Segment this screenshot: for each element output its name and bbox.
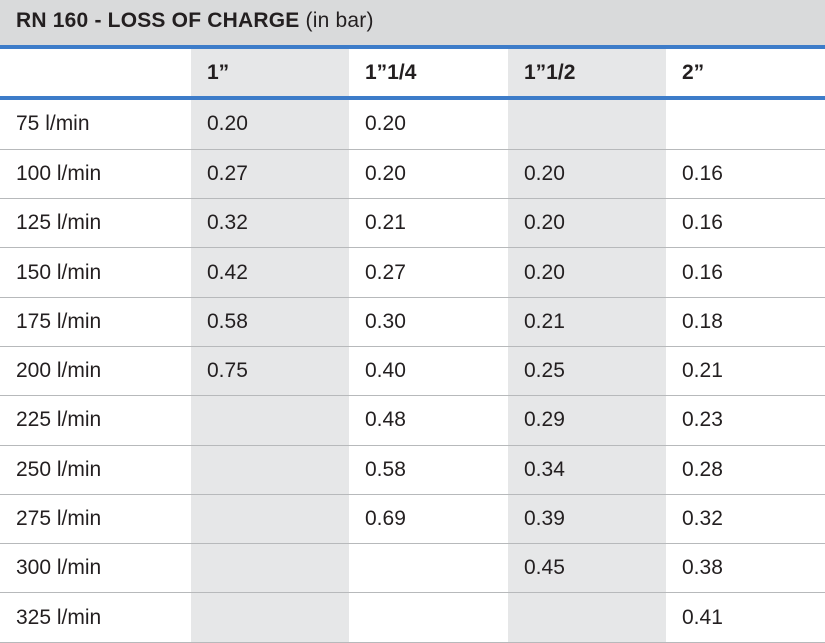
- table-cell-2in: 0.41: [666, 592, 825, 643]
- table-cell-1-1-4in: 0.69: [349, 494, 508, 545]
- table-cell-2in: 0.21: [666, 346, 825, 397]
- table-cell-2in: 0.32: [666, 494, 825, 545]
- table-cell-flow: 225 l/min: [0, 395, 191, 446]
- header-cell-1-1-2in: 1”1/2: [524, 60, 576, 84]
- table-cell-1in: [191, 445, 349, 495]
- table-row: 200 l/min 0.75 0.40 0.25 0.21: [0, 346, 825, 397]
- table-header: 1” 1”1/4 1”1/2 2”: [0, 49, 825, 100]
- table-title-unit: (in bar): [299, 9, 374, 32]
- table-row: 300 l/min 0.45 0.38: [0, 543, 825, 594]
- table-cell-1-1-2in: [508, 592, 666, 643]
- table-cell-2in: 0.28: [666, 445, 825, 495]
- table-cell-1-1-2in: 0.25: [508, 346, 666, 397]
- table-cell-1in: 0.75: [191, 346, 349, 397]
- table-cell-1in: 0.58: [191, 297, 349, 347]
- table-row: 275 l/min 0.69 0.39 0.32: [0, 494, 825, 545]
- header-cell-2in: 2”: [682, 60, 705, 84]
- table-cell-flow: 250 l/min: [0, 445, 191, 495]
- table-cell-2in: 0.16: [666, 247, 825, 298]
- table-title-main: RN 160 - LOSS OF CHARGE: [16, 9, 300, 32]
- table-title-bar: RN 160 - LOSS OF CHARGE (in bar): [0, 0, 825, 45]
- table-cell-1-1-2in: 0.21: [508, 297, 666, 347]
- table-cell-1-1-4in: 0.40: [349, 346, 508, 397]
- header-divider-rule: [0, 96, 825, 100]
- table-cell-2in: [666, 100, 825, 150]
- table-cell-flow: 200 l/min: [0, 346, 191, 397]
- table-cell-1-1-4in: 0.58: [349, 445, 508, 495]
- header-row: 1” 1”1/4 1”1/2 2”: [0, 49, 825, 96]
- table-row: 125 l/min 0.32 0.21 0.20 0.16: [0, 198, 825, 249]
- table-row: 225 l/min 0.48 0.29 0.23: [0, 395, 825, 446]
- table-cell-1-1-2in: [508, 100, 666, 150]
- table-cell-1-1-4in: 0.30: [349, 297, 508, 347]
- table-cell-1in: 0.27: [191, 149, 349, 200]
- table-cell-1-1-4in: 0.27: [349, 247, 508, 298]
- table-cell-flow: 125 l/min: [0, 198, 191, 249]
- table-row: 150 l/min 0.42 0.27 0.20 0.16: [0, 247, 825, 298]
- table-cell-flow: 275 l/min: [0, 494, 191, 545]
- table-row: 175 l/min 0.58 0.30 0.21 0.18: [0, 297, 825, 347]
- table-cell-1-1-2in: 0.39: [508, 494, 666, 545]
- header-cell-flow: [0, 49, 191, 96]
- table-row: 250 l/min 0.58 0.34 0.28: [0, 445, 825, 495]
- table-cell-1-1-4in: [349, 543, 508, 594]
- table-cell-2in: 0.16: [666, 149, 825, 200]
- table-cell-2in: 0.23: [666, 395, 825, 446]
- table-cell-1-1-4in: 0.20: [349, 100, 508, 150]
- table-cell-1-1-2in: 0.20: [508, 198, 666, 249]
- table-cell-1in: [191, 395, 349, 446]
- table-cell-1-1-4in: 0.48: [349, 395, 508, 446]
- table-cell-1-1-4in: 0.20: [349, 149, 508, 200]
- table-cell-flow: 150 l/min: [0, 247, 191, 298]
- table-row: 325 l/min 0.41: [0, 592, 825, 643]
- table-cell-1in: 0.32: [191, 198, 349, 249]
- table-cell-1in: 0.42: [191, 247, 349, 298]
- title-divider-rule: [0, 45, 825, 49]
- table-cell-1-1-2in: 0.20: [508, 149, 666, 200]
- table-cell-1-1-2in: 0.29: [508, 395, 666, 446]
- table-row: 75 l/min 0.20 0.20: [0, 100, 825, 150]
- table-cell-1in: 0.20: [191, 100, 349, 150]
- table-body: 75 l/min 0.20 0.20 100 l/min 0.27 0.20 0.20 0.1…: [0, 100, 825, 643]
- header-cell-1-1-4in: 1”1/4: [365, 60, 417, 84]
- table-cell-flow: 300 l/min: [0, 543, 191, 594]
- table-cell-flow: 175 l/min: [0, 297, 191, 347]
- table-cell-1-1-4in: 0.21: [349, 198, 508, 249]
- table-cell-flow: 100 l/min: [0, 149, 191, 200]
- table-cell-flow: 75 l/min: [0, 100, 191, 150]
- table-cell-1-1-2in: 0.45: [508, 543, 666, 594]
- table-cell-1in: [191, 592, 349, 643]
- table-cell-1in: [191, 494, 349, 545]
- table-cell-2in: 0.38: [666, 543, 825, 594]
- table-cell-flow: 325 l/min: [0, 592, 191, 643]
- table-cell-1-1-2in: 0.20: [508, 247, 666, 298]
- loss-of-charge-table: 1” 1”1/4 1”1/2 2” 75 l/min 0.20 0.20 100 l/…: [0, 49, 825, 643]
- table-cell-2in: 0.18: [666, 297, 825, 347]
- table-row: 100 l/min 0.27 0.20 0.20 0.16: [0, 149, 825, 200]
- table-cell-1-1-4in: [349, 592, 508, 643]
- table-title: RN 160 - LOSS OF CHARGE (in bar): [16, 9, 374, 33]
- table-cell-2in: 0.16: [666, 198, 825, 249]
- table-cell-1-1-2in: 0.34: [508, 445, 666, 495]
- table-cell-1in: [191, 543, 349, 594]
- header-cell-1in: 1”: [207, 60, 230, 84]
